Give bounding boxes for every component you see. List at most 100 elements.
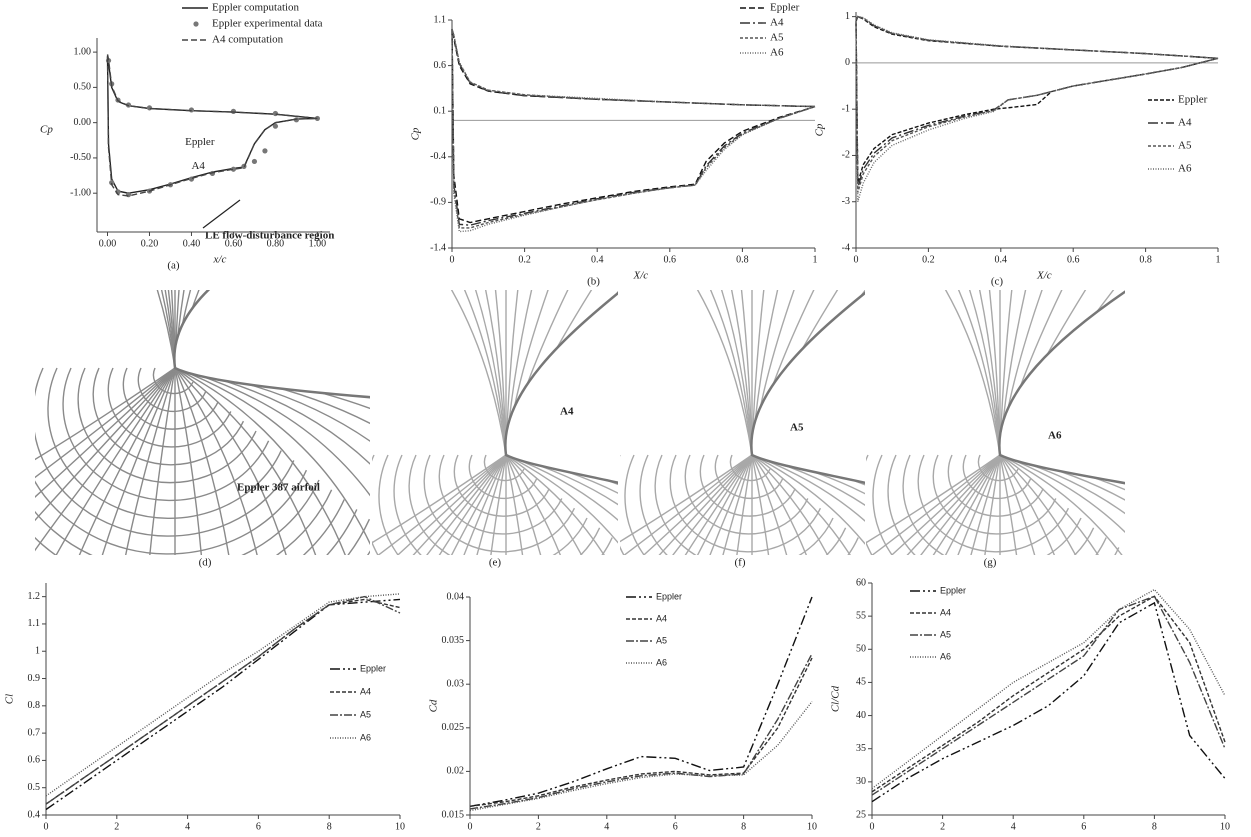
- series-line: [470, 658, 812, 806]
- x-axis-label: X/c: [1036, 270, 1052, 282]
- y-tick-label: 0.00: [74, 117, 92, 128]
- x-tick-label: 0.8: [736, 254, 749, 265]
- series-line: [470, 597, 812, 806]
- y-tick-label: 50: [856, 644, 866, 655]
- x-tick-label: 0.20: [141, 238, 159, 249]
- x-tick-label: 1: [1216, 254, 1221, 265]
- legend-label: A5: [1178, 140, 1192, 152]
- legend-label: A6: [656, 657, 667, 667]
- y-tick-label: 0.1: [434, 105, 447, 116]
- x-tick-label: 0.80: [267, 238, 285, 249]
- flow-image: [220, 125, 836, 785]
- streamline-arc: [304, 455, 676, 694]
- flow-image: [0, 38, 505, 698]
- streamline: [10, 82, 175, 368]
- y-tick-label: -0.50: [70, 152, 91, 163]
- image-annotation: A5: [790, 422, 804, 434]
- legend-label: A4: [1178, 117, 1192, 129]
- y-tick-label: 0.04: [447, 591, 465, 602]
- streamline-arc: [504, 455, 959, 748]
- y-axis-label: Cl: [4, 694, 16, 704]
- x-tick-label: 0.6: [1067, 254, 1080, 265]
- streamline: [73, 54, 175, 368]
- leader-line: [203, 200, 240, 228]
- x-tick-label: 0: [854, 254, 859, 265]
- streamline-arc: [783, 455, 1182, 712]
- x-tick-label: 10: [1220, 821, 1230, 832]
- panel-label: (e): [489, 557, 502, 569]
- y-tick-label: 0.7: [28, 727, 41, 738]
- x-tick-label: 8: [741, 821, 746, 832]
- airfoil: [505, 285, 628, 485]
- x-tick-label: 6: [256, 821, 261, 832]
- legend-label: A4: [360, 686, 371, 696]
- legend-label: Eppler: [360, 663, 386, 673]
- series-line: [452, 29, 815, 228]
- y-tick-label: -0.4: [430, 151, 446, 162]
- x-tick-label: 0.4: [591, 254, 604, 265]
- y-tick-label: 0.4: [28, 809, 41, 820]
- series-line: [856, 17, 1218, 193]
- streamline-arc: [0, 368, 382, 661]
- streamline-arc: [737, 455, 1219, 766]
- x-tick-label: 0: [870, 821, 875, 832]
- legend-label: A5: [940, 629, 951, 639]
- data-point: [252, 159, 257, 164]
- streamline-arc: [0, 368, 332, 590]
- y-tick-label: -1.00: [70, 187, 91, 198]
- panel-label: (c): [991, 276, 1004, 288]
- y-tick-label: 60: [856, 577, 866, 588]
- panel-label: (f): [735, 557, 746, 569]
- x-tick-label: 6: [673, 821, 678, 832]
- x-axis-label: X/c: [633, 270, 649, 282]
- legend-label: Eppler: [770, 2, 800, 14]
- streamline: [106, 368, 175, 691]
- series-line: [872, 596, 1225, 795]
- series-line: [856, 17, 1218, 202]
- streamline: [1000, 455, 1034, 783]
- panel-label: (g): [984, 557, 997, 569]
- streamline-arc: [0, 368, 395, 679]
- streamline: [507, 455, 752, 676]
- x-tick-label: 10: [395, 821, 405, 832]
- streamline-arc: [273, 455, 700, 730]
- series-line: [856, 17, 1218, 188]
- streamline: [141, 368, 175, 696]
- y-tick-label: -2: [842, 150, 850, 161]
- series-line: [452, 29, 815, 232]
- x-tick-label: 0.2: [922, 254, 935, 265]
- legend-label: A5: [656, 635, 667, 645]
- y-tick-label: 0.9: [28, 673, 41, 684]
- series-line: [470, 702, 812, 811]
- streamline-arc: [520, 455, 947, 730]
- streamline-arc: [289, 455, 688, 712]
- streamline: [718, 455, 752, 783]
- series-line: [452, 29, 815, 225]
- x-tick-label: 1: [813, 254, 818, 265]
- annotation: Eppler: [185, 136, 215, 148]
- data-point: [273, 111, 278, 116]
- x-tick-label: 2: [940, 821, 945, 832]
- series-line: [872, 603, 1225, 802]
- legend-label: A4: [940, 607, 951, 617]
- x-axis-label: x/c: [213, 254, 227, 266]
- x-tick-label: 1.00: [309, 238, 327, 249]
- chart: 10-1-2-3-400.20.40.60.81(c)X/cCpEpplerA4…: [814, 11, 1221, 288]
- x-tick-label: 0.00: [99, 238, 117, 249]
- y-tick-label: 0.6: [434, 60, 447, 71]
- series-line: [46, 594, 400, 796]
- data-point: [273, 124, 278, 129]
- streamline: [1000, 455, 1102, 769]
- y-tick-label: 55: [856, 610, 866, 621]
- legend-label: Eppler computation: [212, 2, 300, 14]
- y-tick-label: 0.015: [442, 809, 465, 820]
- streamline: [866, 154, 1000, 455]
- x-tick-label: 10: [807, 821, 817, 832]
- streamline: [175, 368, 309, 669]
- chart: 1.10.60.1-0.4-0.9-1.400.20.40.60.81(b)X/…: [410, 2, 818, 288]
- x-tick-label: 0: [44, 821, 49, 832]
- x-tick-label: 0.6: [664, 254, 677, 265]
- x-tick-label: 2: [114, 821, 119, 832]
- x-tick-label: 0: [450, 254, 455, 265]
- y-tick-label: 40: [856, 710, 866, 721]
